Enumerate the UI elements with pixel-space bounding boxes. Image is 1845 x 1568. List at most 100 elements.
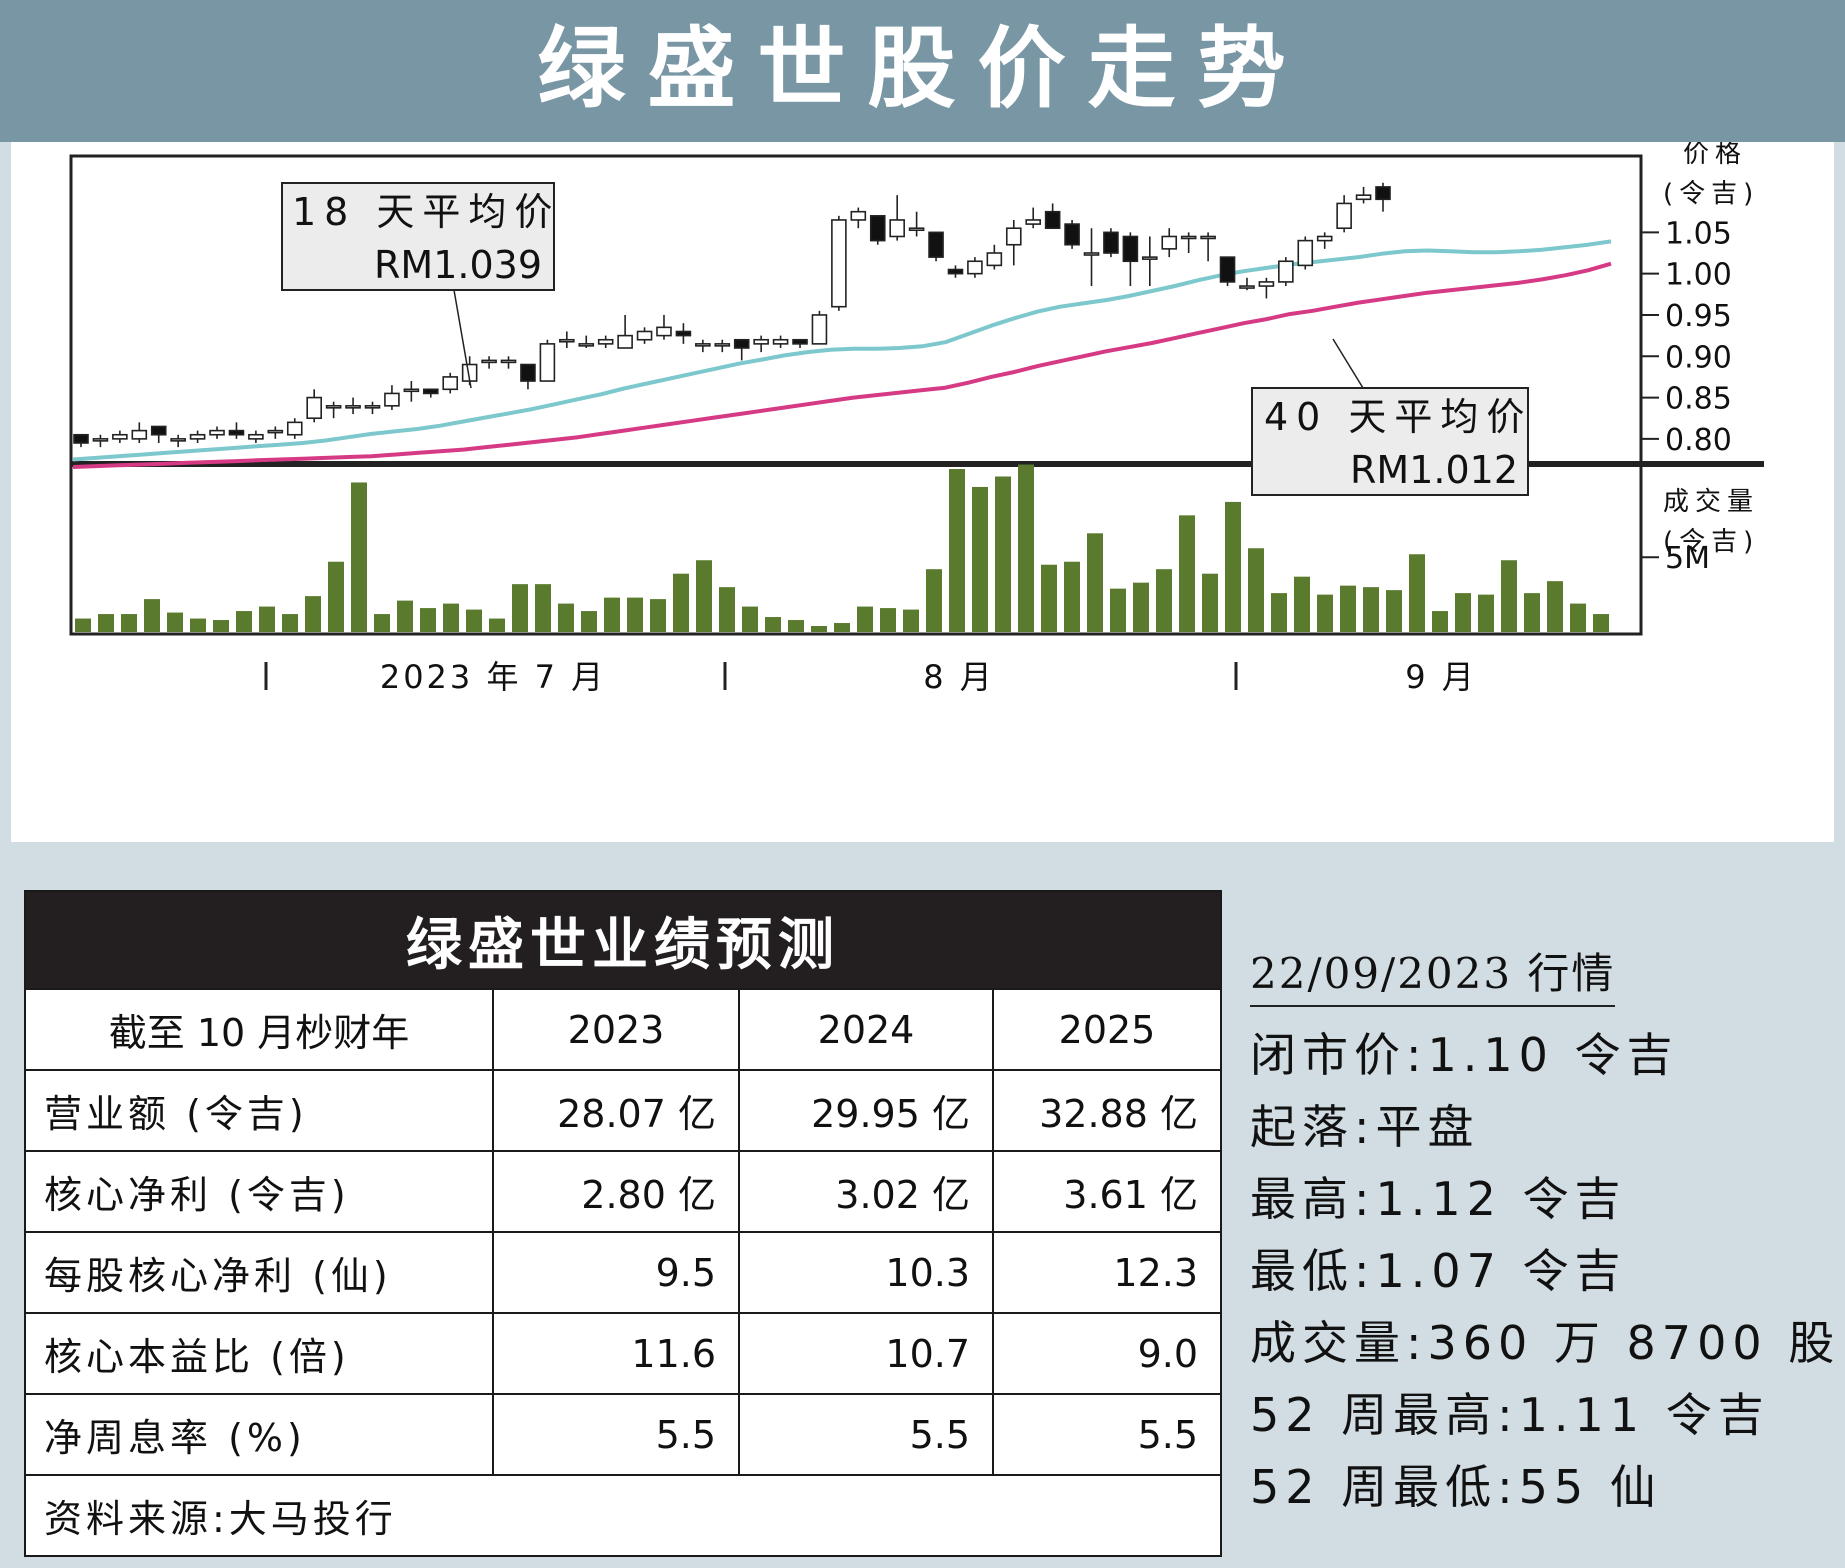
candlestick: [1258, 277, 1275, 299]
volume-bar: [535, 584, 551, 632]
chart-title: 绿盛世股价走势: [537, 17, 1308, 120]
table-header-row: 截至 10 月杪财年 2023 2024 2025: [24, 988, 1222, 1071]
candle-body: [170, 438, 186, 442]
candlestick: [1375, 182, 1391, 212]
volume-bar: [880, 608, 896, 632]
cell-value: 5.5: [738, 1393, 994, 1476]
candlestick: [1005, 219, 1022, 266]
volume-bar: [627, 597, 643, 632]
candle-body: [1316, 235, 1333, 242]
candlestick: [422, 388, 439, 398]
candle-body: [189, 433, 206, 440]
table-row: 核心净利 (令吉) 2.80 亿 3.02 亿 3.61 亿: [24, 1150, 1222, 1233]
volume-bar: [1041, 564, 1057, 632]
volume-bar: [397, 600, 413, 632]
candlestick: [209, 426, 225, 439]
closing-price: 闭市价:1.10 令吉: [1250, 1028, 1679, 1082]
candlestick: [1278, 257, 1294, 287]
cell-value: 9.5: [492, 1231, 740, 1314]
candle-body: [597, 338, 614, 345]
ma40-label-title: 40 天平均价: [1264, 395, 1532, 439]
volume-bar: [857, 606, 873, 632]
volume-bar: [1386, 590, 1402, 632]
candle-body: [131, 429, 148, 440]
volume-bar: [1501, 560, 1517, 632]
candle-body: [869, 215, 886, 242]
volume-bar: [604, 597, 620, 632]
candle-body: [442, 376, 459, 391]
table-row: 每股核心净利 (仙) 9.5 10.3 12.3: [24, 1231, 1222, 1314]
candlestick: [1336, 195, 1352, 233]
volume-bar: [466, 609, 482, 632]
volume-bar: [742, 606, 758, 632]
candlestick: [947, 265, 964, 278]
x-label-july: 2023 年 7 月: [380, 658, 606, 696]
volume-bar: [1593, 614, 1609, 632]
candlestick: [1180, 232, 1197, 253]
cell-value: 3.61 亿: [992, 1150, 1222, 1233]
y-tick-label: 1.00: [1665, 258, 1732, 293]
candle-body: [1142, 256, 1158, 260]
ma40-label-box: [1251, 387, 1529, 496]
volume-bar: [811, 626, 827, 632]
candle-body: [1258, 281, 1275, 287]
candlestick: [714, 339, 731, 353]
volume-bar: [1547, 581, 1563, 632]
candlestick: [1103, 228, 1119, 258]
candlestick: [1044, 203, 1061, 230]
candlestick: [500, 356, 517, 369]
candlestick: [1219, 256, 1236, 287]
year-header: 2024: [738, 988, 994, 1071]
cell-value: 9.0: [992, 1312, 1222, 1395]
y-tick-label: 0.85: [1665, 382, 1732, 417]
candle-body: [714, 343, 731, 347]
volume-bar: [1363, 587, 1379, 632]
volume-bar: [995, 476, 1011, 632]
candle-body: [733, 338, 750, 349]
volume-bar: [121, 614, 137, 632]
ma18-label-box: [281, 182, 555, 291]
volume-bar: [1340, 585, 1356, 632]
candle-body: [1180, 235, 1197, 240]
cell-value: 32.88 亿: [992, 1069, 1222, 1152]
candle-body: [695, 343, 711, 347]
volume-tick-label: 5M: [1665, 541, 1710, 576]
volume-bar: [972, 486, 988, 632]
volume-unit-currency: (令吉): [1663, 527, 1759, 557]
candle-body: [1161, 235, 1178, 250]
volume-bar: [1133, 582, 1149, 632]
candlestick: [850, 207, 867, 229]
day-high: 最高:1.12 令吉: [1250, 1172, 1627, 1226]
candle-body: [112, 433, 128, 440]
candlestick: [131, 422, 148, 443]
candle-body: [889, 219, 905, 238]
volume-bar: [489, 618, 505, 632]
cell-value: 28.07 亿: [492, 1069, 740, 1152]
week52-high: 52 周最高:1.11 令吉: [1250, 1388, 1770, 1442]
candlestick: [811, 310, 828, 345]
candlestick: [1142, 236, 1158, 287]
volume-bar: [949, 469, 965, 632]
candle-body: [1044, 210, 1061, 230]
row-label: 核心净利 (令吉): [24, 1150, 494, 1233]
x-label-august: 8 月: [923, 658, 995, 696]
candle-body: [928, 231, 944, 258]
candle-body: [92, 438, 109, 442]
volume-bar: [305, 596, 321, 632]
volume-bar: [1110, 588, 1126, 632]
candlestick: [636, 327, 653, 344]
candle-body: [559, 338, 575, 343]
candlestick: [1161, 228, 1178, 258]
candle-body: [578, 343, 595, 347]
candle-body: [345, 405, 361, 409]
candlestick: [753, 335, 769, 353]
candle-body: [675, 330, 692, 337]
chart-header: 绿盛世股价走势: [0, 0, 1845, 142]
candlestick: [189, 430, 206, 443]
row-label: 净周息率 (%): [24, 1393, 494, 1476]
volume-bar: [1271, 593, 1287, 632]
candle-body: [325, 405, 342, 409]
year-header: 2025: [992, 988, 1222, 1071]
candlestick: [150, 425, 167, 443]
volume-bar: [236, 611, 252, 632]
